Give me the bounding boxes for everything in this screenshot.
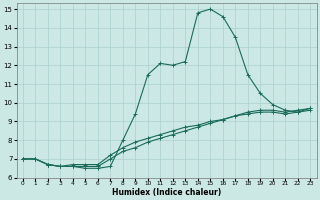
X-axis label: Humidex (Indice chaleur): Humidex (Indice chaleur) <box>112 188 221 197</box>
